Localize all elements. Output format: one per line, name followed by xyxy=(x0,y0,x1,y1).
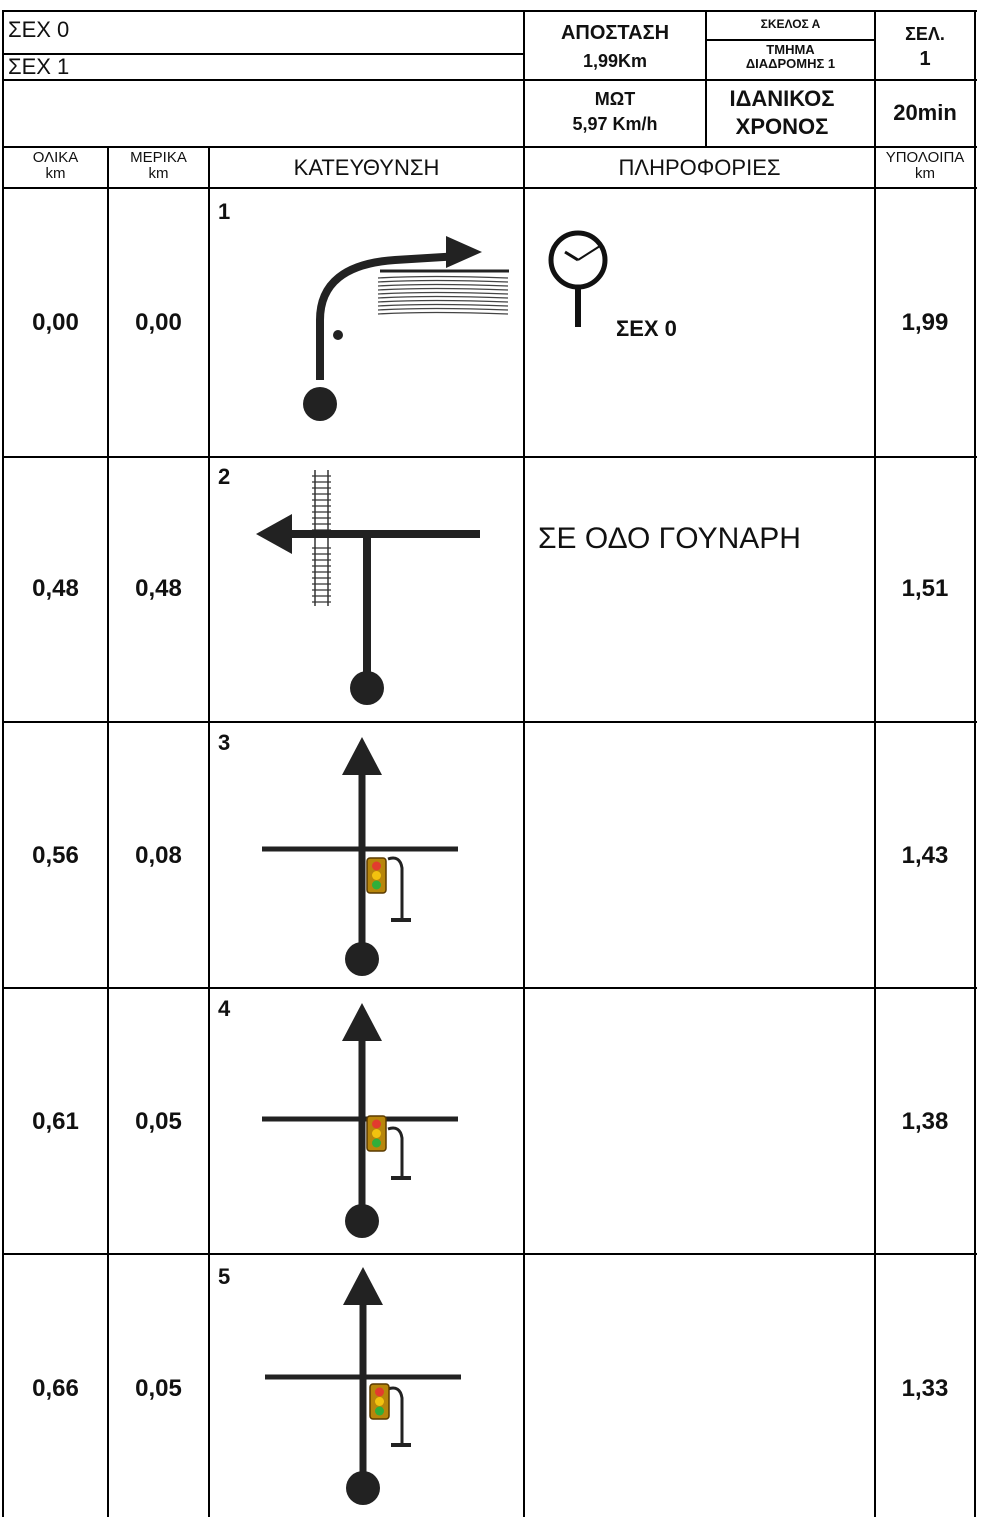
row-5-step: 5 xyxy=(218,1264,231,1289)
rule-header-info-split xyxy=(705,10,707,147)
rule-row-1 xyxy=(2,456,977,458)
rule-col-direction xyxy=(208,146,210,1517)
col-remaining-label: ΥΠΟΛΟΙΠΑ xyxy=(885,149,965,166)
rule-leg-section xyxy=(706,39,875,41)
ideal-time-value: 20min xyxy=(893,100,957,125)
section-label-2: ΔΙΑΔΡΟΜΗΣ 1 xyxy=(745,56,836,71)
col-partial-unit: km xyxy=(148,165,169,182)
straight-at-traffic-light-icon xyxy=(262,737,458,976)
row-5-total: 0,66 xyxy=(32,1375,79,1402)
rule-colheads xyxy=(2,187,977,189)
rule-row-3 xyxy=(2,987,977,989)
row-2-total: 0,48 xyxy=(32,575,79,602)
leg-label: ΣΚΕΛΟΣ Α xyxy=(760,17,821,31)
straight-at-traffic-light-icon xyxy=(265,1267,461,1505)
row-2-partial: 0,48 xyxy=(135,575,182,602)
rule-header-1 xyxy=(2,79,977,81)
col-partial-label: ΜΕΡΙΚΑ xyxy=(130,149,187,166)
checkpoint-start: ΣΕΧ 0 xyxy=(8,17,70,42)
rule-row-4 xyxy=(2,1253,977,1255)
checkpoint-end: ΣΕΧ 1 xyxy=(8,54,70,79)
col-remaining-unit: km xyxy=(915,165,935,182)
rule-header-mid xyxy=(2,53,525,55)
row-1-remaining: 1,99 xyxy=(901,309,949,336)
row-2-step: 2 xyxy=(218,464,231,489)
rule-col-info xyxy=(523,10,525,1517)
page-value: 1 xyxy=(919,48,931,70)
row-4-partial: 0,05 xyxy=(135,1108,182,1135)
rule-col-partial xyxy=(107,146,109,1517)
row-4-step: 4 xyxy=(218,996,231,1021)
distance-value: 1,99Km xyxy=(582,51,648,71)
turn-left-at-railway-icon xyxy=(256,470,480,705)
avg-speed-label: ΜΩΤ xyxy=(594,89,636,109)
row-4-total: 0,61 xyxy=(32,1108,79,1135)
ideal-time-label-1: ΙΔΑΝΙΚΟΣ xyxy=(729,86,835,111)
avg-speed-value: 5,97 Km/h xyxy=(572,114,658,134)
stopwatch-icon xyxy=(548,230,608,327)
row-4-remaining: 1,38 xyxy=(901,1108,949,1135)
rule-left xyxy=(2,10,4,1517)
turn-right-onto-river-road-icon xyxy=(303,236,509,421)
row-3-step: 3 xyxy=(218,730,231,755)
distance-label: ΑΠΟΣΤΑΣΗ xyxy=(560,22,670,44)
row-2-info: ΣΕ ΟΔΟ ΓΟΥΝΑΡΗ xyxy=(538,522,801,555)
row-2-remaining: 1,51 xyxy=(901,575,949,602)
row-3-partial: 0,08 xyxy=(135,842,182,869)
rule-row-2 xyxy=(2,721,977,723)
rule-right xyxy=(974,10,976,1517)
row-1-partial: 0,00 xyxy=(135,309,182,336)
col-total-unit: km xyxy=(45,165,66,182)
row-3-remaining: 1,43 xyxy=(901,842,949,869)
straight-at-traffic-light-icon xyxy=(262,1003,458,1238)
rule-top xyxy=(2,10,977,12)
rule-col-remaining xyxy=(874,10,876,1517)
col-total-label: ΟΛΙΚΑ xyxy=(32,149,79,166)
row-5-remaining: 1,33 xyxy=(901,1375,949,1402)
page-label: ΣΕΛ. xyxy=(905,24,945,44)
row-1-info-label: ΣΕΧ 0 xyxy=(616,316,677,341)
col-direction-label: ΚΑΤΕΥΘΥΝΣΗ xyxy=(293,155,440,180)
row-3-total: 0,56 xyxy=(32,842,79,869)
col-info-label: ΠΛΗΡΟΦΟΡΙΕΣ xyxy=(618,155,781,180)
row-1-total: 0,00 xyxy=(32,309,79,336)
ideal-time-label-2: ΧΡΟΝΟΣ xyxy=(735,114,829,139)
row-5-partial: 0,05 xyxy=(135,1375,182,1402)
row-1-step: 1 xyxy=(218,199,231,224)
section-label-1: ΤΜΗΜΑ xyxy=(766,42,815,57)
rule-header-2 xyxy=(2,146,977,148)
